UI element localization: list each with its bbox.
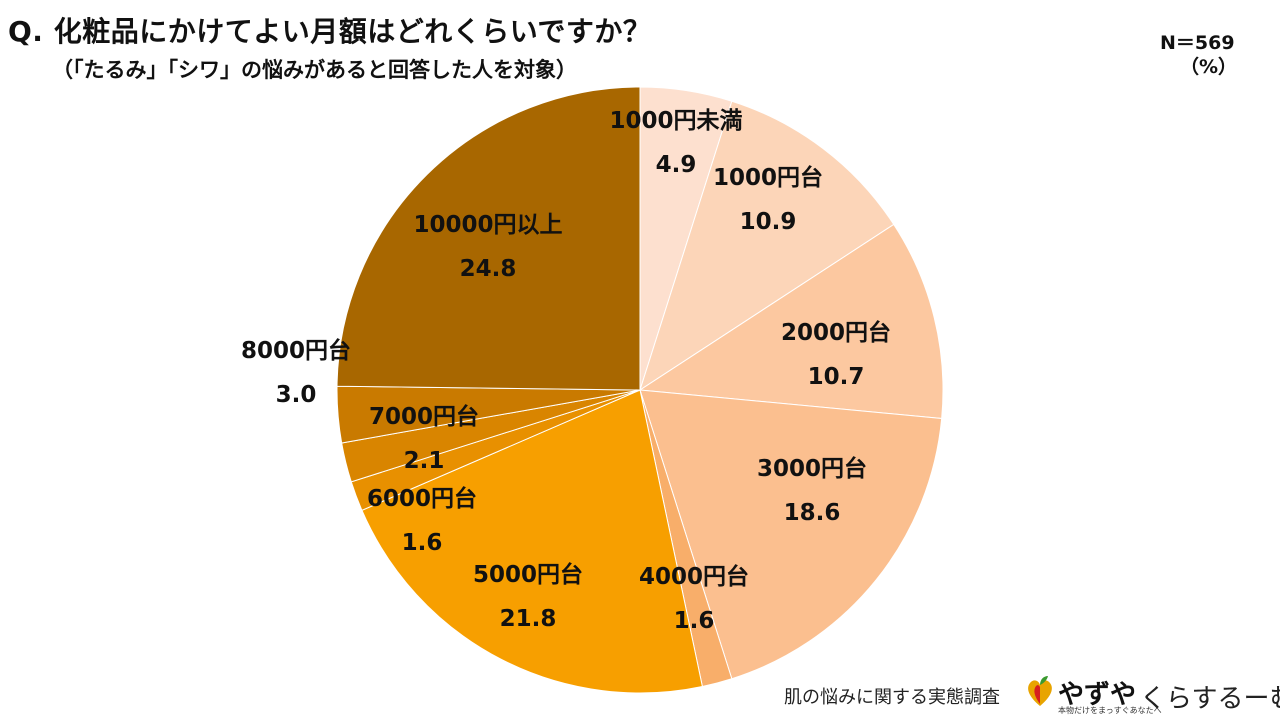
brand-tagline: 本物だけをまっすぐあなたへ <box>1058 706 1162 715</box>
slice-category-label: 5000円台 <box>473 561 583 588</box>
slice-value-label: 10.9 <box>740 209 797 235</box>
slice-value-label: 4.9 <box>656 152 697 178</box>
chart-subtitle: （「たるみ」「シワ」の悩みがあると回答した人を対象） <box>52 58 577 82</box>
slice-value-label: 1.6 <box>674 608 715 634</box>
slice-category-label: 7000円台 <box>369 403 479 430</box>
pie-slice-10 <box>336 86 641 391</box>
slice-value-label: 1.6 <box>402 530 443 556</box>
unit-label: （%） <box>1180 56 1238 78</box>
pie-slices <box>336 86 944 694</box>
chart-title: Q. 化粧品にかけてよい月額はどれくらいですか？ <box>8 15 652 48</box>
slice-category-label: 8000円台 <box>241 337 351 364</box>
slice-value-label: 21.8 <box>500 606 557 632</box>
sample-size-label: N＝569 <box>1160 32 1235 54</box>
slice-category-label: 10000円以上 <box>413 212 562 238</box>
pie-slice-3 <box>638 223 944 420</box>
pie-labels: 1000円未満 4.9 1000円台 10.9 2000円台 10.7 3000円台 18.6… <box>241 108 891 634</box>
slice-category-label: 1000円台 <box>713 164 823 191</box>
slice-value-label: 3.0 <box>276 382 317 408</box>
brand-name: やずや <box>1058 680 1137 710</box>
slice-category-label: 2000円台 <box>781 319 891 346</box>
brand-name-secondary: くらするーむ <box>1140 684 1280 714</box>
slice-value-label: 10.7 <box>808 364 865 390</box>
survey-name: 肌の悩みに関する実態調査 <box>784 687 1000 708</box>
slice-category-label: 3000円台 <box>757 455 867 482</box>
slice-value-label: 24.8 <box>460 256 517 282</box>
pie-slice-2 <box>639 100 895 392</box>
pie-slice-6 <box>361 389 703 694</box>
slice-value-label: 2.1 <box>404 448 445 474</box>
heart-leaf-icon <box>1028 676 1052 706</box>
slice-category-label: 1000円未満 <box>609 108 742 134</box>
pie-slice-4 <box>639 389 943 680</box>
slice-value-label: 18.6 <box>784 500 841 526</box>
slice-category-label: 6000円台 <box>367 485 477 512</box>
slice-category-label: 4000円台 <box>639 563 749 590</box>
